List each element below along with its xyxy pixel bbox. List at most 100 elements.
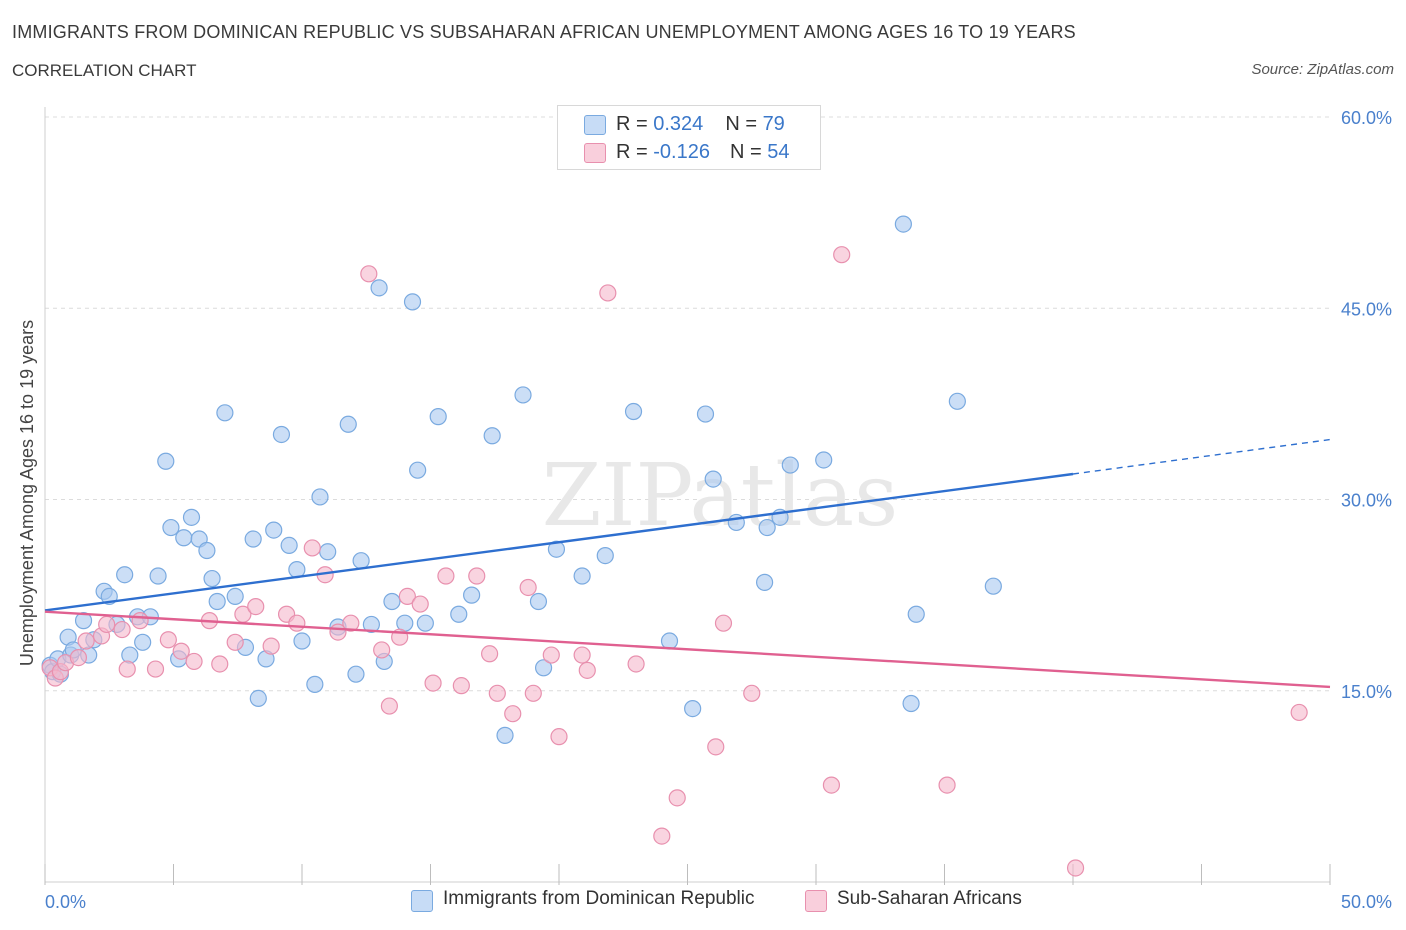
watermark: ZIPatlas: [542, 446, 898, 546]
point-dominican: [529, 592, 548, 611]
point-subsaharan: [714, 614, 733, 632]
point-dominican: [208, 592, 226, 611]
x-tick-label: 50.0%: [1341, 892, 1392, 912]
bottom-legend-swatch-subsaharan: [805, 890, 827, 912]
point-dominican: [226, 587, 244, 606]
data-points: [41, 215, 1308, 877]
point-subsaharan: [627, 655, 645, 673]
point-dominican: [755, 573, 774, 591]
point-dominican: [907, 605, 925, 623]
point-dominican: [624, 402, 643, 421]
point-dominican: [383, 592, 401, 611]
point-subsaharan: [550, 728, 568, 746]
point-subsaharan: [743, 684, 761, 702]
point-subsaharan: [524, 684, 542, 702]
point-subsaharan: [159, 631, 177, 649]
y-tick-label: 15.0%: [1341, 682, 1392, 702]
point-subsaharan: [211, 655, 229, 673]
y-tick-label: 60.0%: [1341, 108, 1392, 128]
point-dominican: [704, 470, 722, 488]
point-subsaharan: [411, 595, 429, 613]
point-subsaharan: [488, 684, 506, 702]
point-dominican: [429, 408, 447, 426]
point-dominican: [984, 577, 1002, 595]
point-dominican: [534, 659, 553, 677]
point-dominican: [902, 694, 920, 713]
y-tick-label: 30.0%: [1341, 491, 1392, 511]
trend-line-dominican-extension: [1072, 438, 1331, 475]
point-dominican: [244, 530, 262, 548]
legend-text-dominican: R = 0.324 N = 79: [616, 113, 785, 135]
tick-labels: 15.0% 30.0% 45.0% 60.0% 0.0% 50.0%: [45, 108, 1392, 912]
point-subsaharan: [373, 641, 391, 659]
point-subsaharan: [360, 265, 378, 283]
bottom-legend-swatch-dominican: [411, 890, 433, 912]
point-dominican: [116, 566, 134, 584]
point-dominican: [483, 427, 501, 445]
point-subsaharan: [542, 646, 560, 664]
point-subsaharan: [380, 697, 398, 715]
point-dominican: [514, 386, 532, 404]
point-dominican: [347, 665, 365, 683]
point-subsaharan: [69, 648, 88, 667]
point-subsaharan: [599, 284, 617, 302]
point-subsaharan: [481, 645, 499, 663]
point-subsaharan: [118, 660, 136, 678]
point-subsaharan: [146, 660, 165, 678]
trend-line-dominican: [44, 472, 1074, 612]
point-dominican: [815, 451, 833, 469]
point-dominican: [198, 541, 216, 560]
point-dominican: [203, 569, 221, 588]
point-dominican: [319, 543, 337, 561]
grid-lines: [45, 116, 1330, 692]
point-subsaharan: [424, 674, 442, 692]
point-subsaharan: [519, 578, 537, 597]
point-dominican: [265, 521, 283, 539]
point-subsaharan: [185, 652, 203, 671]
point-dominican: [758, 518, 776, 537]
point-subsaharan: [833, 246, 851, 264]
x-tick-label: 0.0%: [45, 892, 86, 912]
point-subsaharan: [131, 612, 149, 630]
point-dominican: [339, 415, 357, 433]
point-dominican: [660, 632, 679, 650]
legend-text-subsaharan: R = -0.126 N = 54: [616, 141, 790, 163]
point-dominican: [547, 540, 566, 558]
legend-swatch-subsaharan: [584, 143, 606, 163]
point-dominican: [781, 456, 799, 474]
point-subsaharan: [938, 776, 956, 794]
point-subsaharan: [262, 637, 280, 655]
point-subsaharan: [226, 633, 244, 651]
point-dominican: [121, 646, 139, 664]
point-subsaharan: [247, 597, 265, 616]
point-dominican: [352, 552, 370, 570]
point-subsaharan: [573, 646, 591, 664]
point-subsaharan: [172, 642, 190, 660]
point-dominican: [370, 279, 388, 297]
point-subsaharan: [822, 776, 841, 794]
point-dominican: [249, 689, 267, 708]
point-dominican: [306, 675, 324, 693]
point-subsaharan: [468, 567, 486, 585]
legend-r-subsaharan: -0.126: [653, 141, 710, 163]
point-dominican: [157, 452, 175, 470]
point-dominican: [403, 293, 422, 311]
bottom-legend-label-subsaharan: Sub-Saharan Africans: [837, 888, 1022, 909]
point-dominican: [182, 508, 201, 526]
point-dominican: [450, 605, 468, 623]
point-dominican: [311, 488, 329, 506]
point-dominican: [280, 536, 298, 555]
point-dominican: [416, 614, 434, 632]
source-credit: Source: ZipAtlas.com: [1251, 61, 1394, 78]
point-dominican: [149, 567, 167, 585]
point-subsaharan: [98, 615, 116, 634]
point-dominican: [573, 567, 591, 585]
point-dominican: [948, 392, 966, 410]
point-subsaharan: [303, 539, 321, 557]
point-dominican: [684, 699, 702, 718]
trend-lines: [44, 438, 1331, 689]
point-subsaharan: [398, 587, 416, 606]
point-subsaharan: [288, 614, 306, 632]
legend-n-dominican: 79: [762, 113, 785, 135]
